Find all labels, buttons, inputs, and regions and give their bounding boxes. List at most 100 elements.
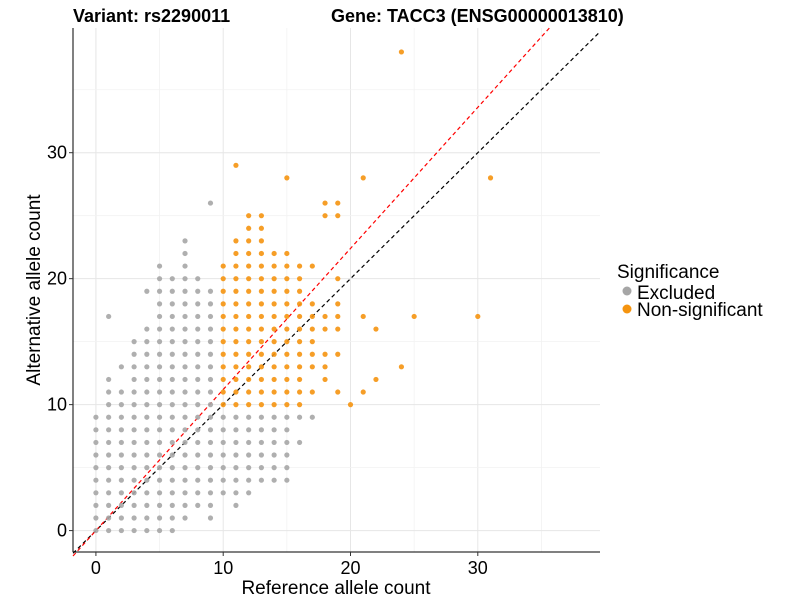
point-non-significant — [335, 326, 341, 332]
point-excluded — [296, 414, 303, 420]
point-excluded — [156, 439, 163, 446]
point-excluded — [156, 326, 163, 332]
point-non-significant — [258, 225, 264, 231]
x-tick-label: 20 — [340, 558, 360, 578]
point-non-significant — [246, 364, 252, 370]
point-excluded — [118, 427, 124, 433]
point-excluded — [258, 452, 264, 458]
point-non-significant — [271, 339, 277, 345]
point-excluded — [246, 477, 252, 483]
point-excluded — [182, 515, 188, 521]
point-excluded — [156, 427, 163, 433]
point-excluded — [106, 313, 112, 320]
point-non-significant — [335, 301, 341, 307]
point-excluded — [169, 477, 175, 483]
y-tick-label: 20 — [47, 269, 67, 289]
point-excluded — [207, 502, 214, 508]
point-excluded — [144, 452, 150, 458]
point-non-significant — [271, 301, 277, 307]
point-excluded — [246, 439, 252, 446]
point-non-significant — [246, 326, 252, 332]
point-non-significant — [322, 364, 328, 370]
point-excluded — [207, 414, 214, 420]
point-excluded — [118, 452, 124, 458]
point-excluded — [271, 439, 277, 446]
point-excluded — [118, 402, 124, 408]
point-excluded — [207, 351, 214, 357]
point-non-significant — [258, 276, 264, 282]
point-excluded — [207, 339, 214, 345]
point-excluded — [118, 414, 124, 420]
point-excluded — [195, 376, 201, 383]
point-non-significant — [220, 376, 226, 383]
legend-label-non-significant: Non-significant — [637, 300, 763, 321]
point-non-significant — [309, 389, 315, 395]
point-non-significant — [284, 175, 290, 181]
point-non-significant — [258, 313, 264, 320]
point-excluded — [144, 477, 150, 483]
point-excluded — [220, 477, 226, 483]
point-excluded — [195, 452, 201, 458]
point-excluded — [207, 288, 214, 294]
point-excluded — [169, 339, 175, 345]
point-excluded — [284, 465, 290, 471]
point-excluded — [207, 402, 214, 408]
point-non-significant — [322, 351, 328, 357]
point-non-significant — [347, 402, 354, 408]
x-axis-title: Reference allele count — [241, 578, 431, 599]
point-excluded — [182, 427, 188, 433]
point-non-significant — [284, 364, 290, 370]
point-excluded — [156, 465, 163, 471]
point-excluded — [118, 364, 124, 370]
point-non-significant — [322, 213, 328, 219]
point-non-significant — [271, 263, 277, 269]
point-non-significant — [246, 276, 252, 282]
point-excluded — [246, 414, 252, 420]
point-non-significant — [296, 276, 303, 282]
point-excluded — [207, 200, 214, 206]
point-non-significant — [271, 313, 277, 320]
point-excluded — [144, 351, 150, 357]
point-non-significant — [322, 200, 328, 206]
x-tick-label: 0 — [91, 558, 101, 578]
point-excluded — [106, 465, 112, 471]
point-non-significant — [246, 402, 252, 408]
point-excluded — [156, 351, 163, 357]
point-excluded — [169, 515, 175, 521]
point-excluded — [156, 313, 163, 320]
point-excluded — [131, 439, 137, 446]
point-excluded — [284, 414, 290, 420]
point-non-significant — [296, 376, 303, 383]
point-excluded — [93, 465, 99, 471]
point-excluded — [169, 414, 175, 420]
point-non-significant — [284, 263, 290, 269]
point-non-significant — [233, 250, 239, 257]
point-excluded — [271, 414, 277, 420]
point-excluded — [156, 452, 163, 458]
point-excluded — [131, 465, 137, 471]
point-non-significant — [284, 288, 290, 294]
point-excluded — [195, 326, 201, 332]
point-excluded — [144, 389, 150, 395]
point-excluded — [207, 313, 214, 320]
point-excluded — [207, 515, 214, 521]
point-non-significant — [296, 351, 303, 357]
point-excluded — [233, 439, 239, 446]
point-excluded — [156, 477, 163, 483]
point-non-significant — [296, 402, 303, 408]
point-non-significant — [322, 326, 328, 332]
point-non-significant — [284, 389, 290, 395]
point-excluded — [156, 376, 163, 383]
point-excluded — [169, 427, 175, 433]
point-non-significant — [220, 402, 226, 408]
point-non-significant — [258, 213, 264, 219]
point-excluded — [195, 364, 201, 370]
point-non-significant — [246, 339, 252, 345]
point-excluded — [207, 427, 214, 433]
point-non-significant — [373, 326, 379, 332]
point-excluded — [106, 527, 112, 534]
point-excluded — [195, 477, 201, 483]
point-excluded — [169, 402, 175, 408]
point-non-significant — [246, 225, 252, 231]
